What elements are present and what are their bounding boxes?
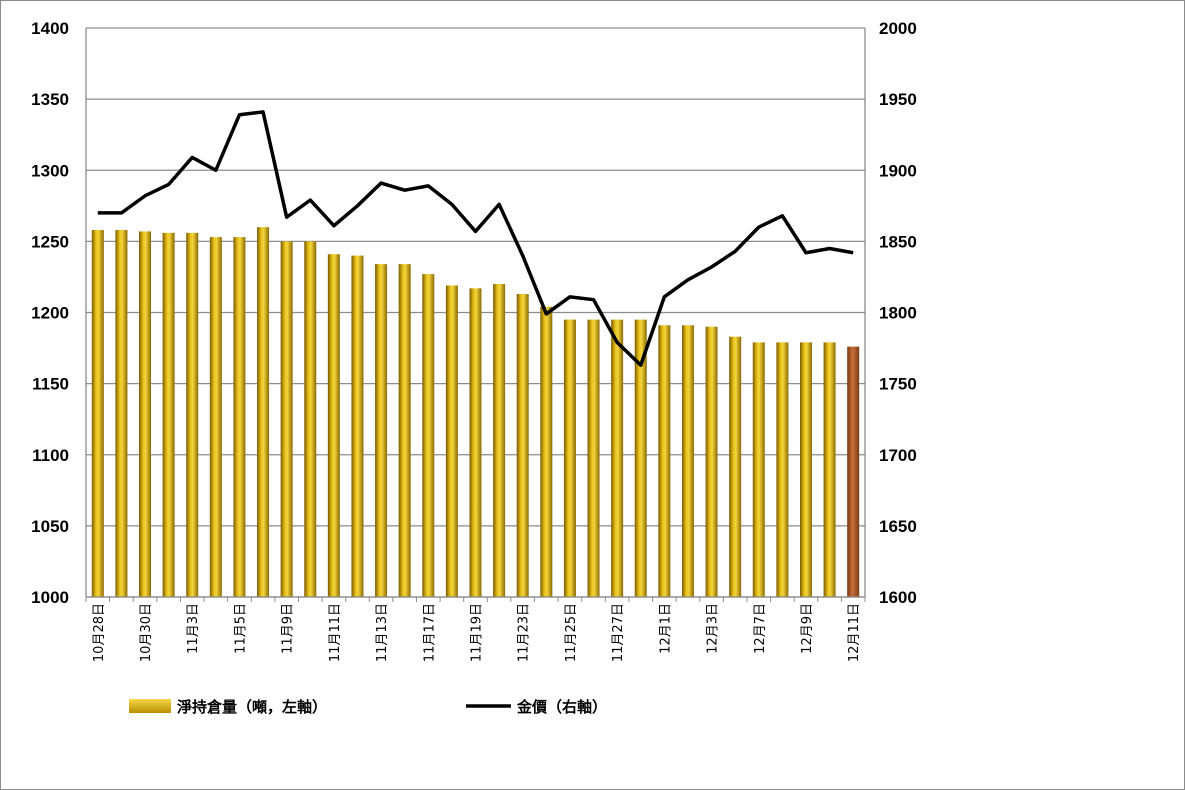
bar <box>469 288 482 597</box>
x-axis-tick-label: 11月19日 <box>470 603 485 662</box>
bar <box>776 342 789 597</box>
right-axis-tick-label: 1950 <box>879 90 917 109</box>
legend-label-bars: 淨持倉量（噸，左軸） <box>177 698 327 716</box>
bar <box>752 342 765 597</box>
bar <box>847 346 860 597</box>
bar <box>658 325 671 597</box>
left-axis-tick-label: 1200 <box>31 304 69 323</box>
left-axis-tick-label: 1050 <box>31 517 69 536</box>
right-axis-tick-label: 1600 <box>879 588 917 607</box>
x-axis-tick-label: 11月5日 <box>233 603 248 654</box>
x-axis-tick-label: 11月3日 <box>186 603 201 654</box>
x-axis-tick-label: 11月25日 <box>564 603 579 662</box>
legend: 淨持倉量（噸，左軸） 金價（右軸） <box>129 698 607 716</box>
bar <box>799 342 812 597</box>
x-axis-tick-label: 12月7日 <box>753 603 768 654</box>
left-axis-tick-label: 1150 <box>32 375 69 394</box>
bar <box>563 319 576 597</box>
price-line <box>97 110 854 367</box>
bar <box>115 229 128 597</box>
bar <box>139 231 152 598</box>
x-axis-tick-label: 11月23日 <box>517 603 532 662</box>
x-axis-tick-label: 11月9日 <box>281 603 296 654</box>
bar <box>493 284 506 597</box>
x-axis-tick-label: 10月28日 <box>92 603 107 662</box>
bar <box>729 336 742 597</box>
left-axis-tick-label: 1300 <box>31 161 69 180</box>
bar <box>516 294 529 597</box>
x-axis-tick-label: 12月11日 <box>847 603 862 662</box>
right-axis-tick-label: 1800 <box>879 304 917 323</box>
right-axis-tick-label: 1750 <box>879 375 917 394</box>
right-axis-tick-label: 1700 <box>879 446 917 465</box>
left-axis-tick-label: 1250 <box>31 232 69 251</box>
bar <box>304 241 317 597</box>
left-axis-tick-label: 1000 <box>31 588 69 607</box>
bar <box>91 229 104 597</box>
x-axis-tick-label: 11月27日 <box>611 603 626 662</box>
x-axis-tick-label: 11月11日 <box>328 603 343 662</box>
bar <box>422 274 435 597</box>
bar <box>681 325 694 597</box>
left-axis-tick-label: 1100 <box>32 446 69 465</box>
right-axis-tick-label: 1850 <box>879 232 917 251</box>
bar <box>445 285 458 597</box>
bar <box>823 342 836 597</box>
bar <box>186 232 199 597</box>
bar <box>327 254 340 598</box>
bar <box>587 319 600 597</box>
axes: 1000 1050 1100 1150 1200 1250 1300 1350 1400 1600… <box>31 19 917 662</box>
bar <box>162 232 175 597</box>
x-axis-tick-label: 11月13日 <box>375 603 390 662</box>
bar <box>233 237 246 598</box>
bar <box>705 326 718 597</box>
legend-swatch-bars <box>129 699 171 713</box>
bar <box>375 264 388 597</box>
bar <box>351 255 364 597</box>
bar-series <box>91 227 860 598</box>
bar <box>209 237 222 598</box>
bar <box>398 264 411 597</box>
x-axis-tick-label: 12月3日 <box>706 603 721 654</box>
left-axis-tick-label: 1400 <box>31 19 69 38</box>
x-axis-tick-label: 10月30日 <box>139 603 154 662</box>
bar <box>540 306 553 597</box>
bar <box>280 241 293 597</box>
x-axis-tick-label: 12月1日 <box>658 603 673 654</box>
right-axis-tick-label: 1650 <box>879 517 917 536</box>
line-series <box>97 110 854 367</box>
bar <box>257 227 270 597</box>
right-axis-tick-label: 2000 <box>879 19 917 38</box>
left-axis-tick-label: 1350 <box>31 90 69 109</box>
x-axis-tick-label: 12月9日 <box>800 603 815 654</box>
legend-label-line: 金價（右軸） <box>516 698 607 716</box>
bar <box>634 319 647 597</box>
right-axis-tick-label: 1900 <box>879 161 917 180</box>
bar <box>611 319 624 597</box>
x-axis-tick-label: 11月17日 <box>422 603 437 662</box>
